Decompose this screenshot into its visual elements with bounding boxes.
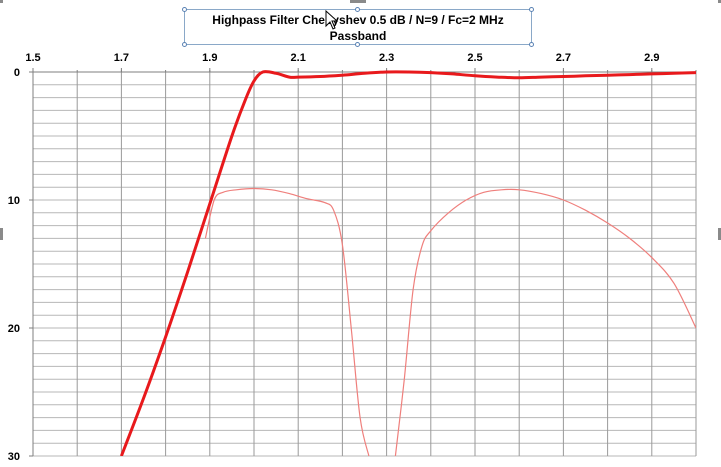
title-handle-bottom-right[interactable]: [529, 42, 534, 47]
tick-labels: 1.5 1.7 1.9 2.1 2.3 2.5 2.7 2.9 0 10 20 30: [8, 52, 660, 463]
title-handle-top-right[interactable]: [529, 7, 534, 12]
title-handle-bottom-left[interactable]: [182, 42, 187, 47]
title-handle-top-left[interactable]: [182, 7, 187, 12]
chart-subtitle: Passband: [329, 29, 387, 43]
title-handle-top-center[interactable]: [355, 7, 360, 12]
x-tick-label: 2.9: [644, 52, 659, 64]
x-tick-label: 1.7: [114, 52, 129, 64]
chart-title: Highpass Filter Chebyshev 0.5 dB / N=9 /…: [212, 13, 504, 27]
y-tick-label: 10: [8, 195, 20, 207]
chart-title-box[interactable]: Highpass Filter Chebyshev 0.5 dB / N=9 /…: [184, 9, 532, 45]
y-tick-label: 20: [8, 323, 20, 335]
y-tick-label: 30: [8, 451, 20, 463]
title-handle-bottom-center[interactable]: [355, 42, 360, 47]
series-lines: [120, 70, 696, 456]
series-line-3: [394, 188, 696, 456]
x-tick-label: 2.3: [379, 52, 394, 64]
x-tick-label: 2.1: [291, 52, 306, 64]
x-tick-label: 1.5: [25, 52, 40, 64]
grid-lines: [32, 71, 697, 457]
frame-handle-top-right[interactable]: [718, 0, 721, 3]
frame-handle-top-left[interactable]: [0, 0, 3, 3]
series-line-1: [120, 70, 696, 456]
y-tick-label: 0: [14, 67, 20, 79]
frame-handle-top[interactable]: [350, 0, 366, 3]
frame-handle-left[interactable]: [0, 228, 3, 240]
x-tick-label: 1.9: [202, 52, 217, 64]
x-tick-label: 2.7: [556, 52, 571, 64]
mouse-cursor-icon: [325, 10, 339, 30]
series-line-2: [204, 187, 370, 456]
frame-handle-right[interactable]: [718, 228, 721, 240]
x-tick-label: 2.5: [467, 52, 482, 64]
